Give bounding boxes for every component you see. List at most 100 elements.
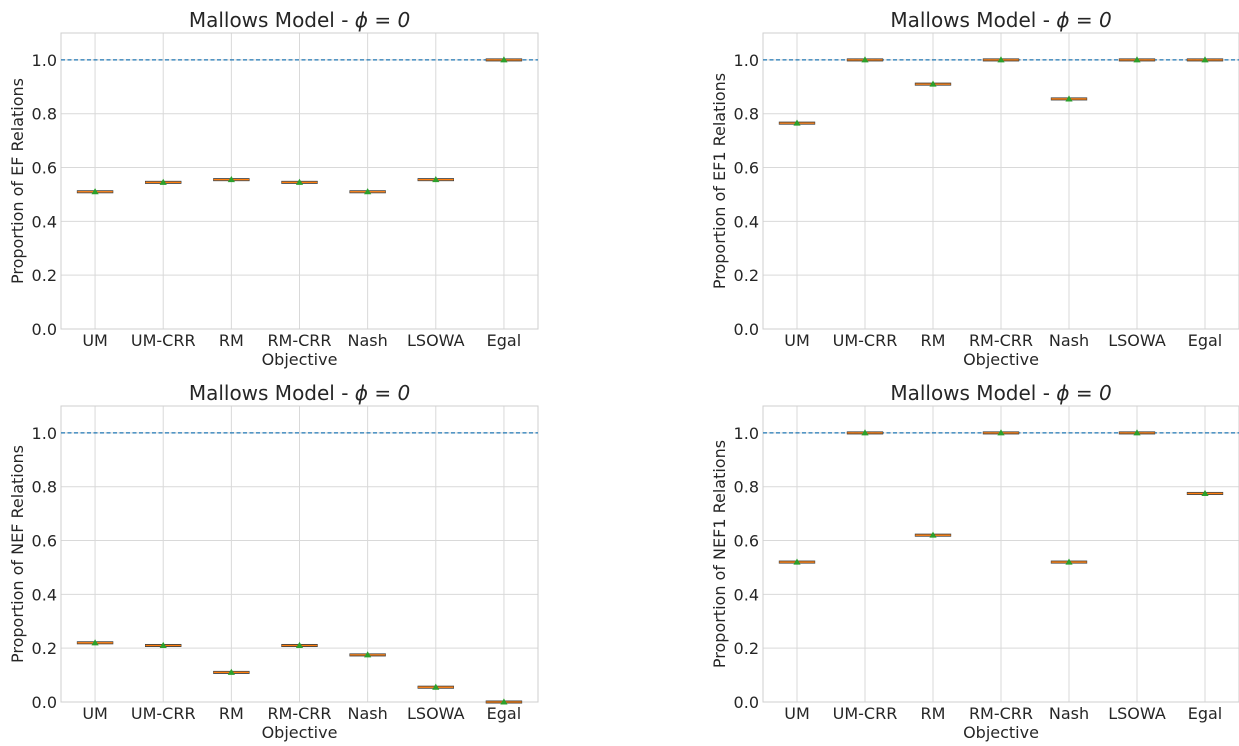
axes-frame: [762, 32, 1239, 330]
mean-marker: [227, 668, 235, 675]
chart-title-math: ϕ = 0: [1056, 8, 1111, 32]
axes-frame: [60, 32, 539, 330]
y-tick-label: 0.4: [734, 585, 759, 604]
x-axis-label: Objective: [963, 723, 1039, 742]
y-tick-label: 0.8: [32, 105, 57, 124]
x-tick-label: RM: [921, 331, 946, 350]
x-tick-label: Nash: [1049, 704, 1089, 723]
mean-marker: [861, 56, 869, 63]
chart-title: Mallows Model - ϕ = 0: [189, 381, 410, 405]
x-tick-label: RM-CRR: [267, 704, 331, 723]
mean-marker: [295, 641, 304, 649]
x-tick-label: LSOWA: [407, 704, 465, 723]
x-tick-label: RM: [219, 704, 244, 723]
y-tick-label: 0.6: [32, 159, 57, 178]
x-tick-label: UM: [82, 704, 108, 723]
x-tick-label: UM-CRR: [833, 331, 898, 350]
y-axis-label: Proportion of EF Relations: [8, 78, 27, 284]
x-tick-label: LSOWA: [1108, 331, 1166, 350]
x-tick-label: UM: [784, 704, 810, 723]
y-tick-label: 0.8: [734, 478, 759, 497]
x-tick-label: LSOWA: [407, 331, 465, 350]
mean-marker: [1201, 56, 1209, 63]
chart-title-prefix: Mallows Model -: [189, 8, 355, 32]
x-tick-label: Nash: [348, 331, 388, 350]
x-tick-label: Egal: [487, 331, 522, 350]
x-axis-label: Objective: [262, 723, 338, 742]
mean-marker: [295, 178, 304, 185]
x-axis-label: Objective: [262, 350, 338, 369]
mean-marker: [500, 56, 508, 63]
y-tick-label: 0.8: [32, 478, 57, 497]
mean-marker: [1133, 56, 1141, 63]
mean-marker: [929, 531, 937, 538]
x-tick-label: RM: [921, 704, 946, 723]
y-tick-label: 0.6: [734, 159, 759, 178]
mean-marker: [364, 188, 372, 195]
mean-marker: [1065, 558, 1073, 565]
mean-marker: [364, 651, 372, 658]
mean-marker: [91, 188, 99, 195]
chart-title-prefix: Mallows Model -: [890, 8, 1056, 32]
x-tick-label: UM-CRR: [833, 704, 898, 723]
y-tick-label: 0.8: [734, 105, 759, 124]
x-tick-label: LSOWA: [1108, 704, 1166, 723]
chart-title: Mallows Model - ϕ = 0: [890, 381, 1111, 405]
x-tick-label: UM-CRR: [131, 331, 196, 350]
y-tick-label: 1.0: [32, 51, 57, 70]
y-tick-label: 1.0: [32, 424, 57, 443]
mean-marker: [432, 176, 440, 183]
x-tick-label: Nash: [348, 704, 388, 723]
mean-marker: [432, 683, 440, 690]
mean-marker: [929, 80, 937, 87]
y-tick-label: 0.4: [734, 212, 759, 231]
mean-marker: [159, 178, 167, 185]
y-tick-label: 0.2: [32, 266, 57, 285]
y-tick-label: 0.0: [734, 693, 759, 712]
y-tick-label: 0.0: [32, 693, 57, 712]
y-tick-label: 0.0: [32, 320, 57, 339]
y-axis-label: Proportion of EF1 Relations: [710, 73, 729, 289]
x-tick-label: RM-CRR: [969, 331, 1033, 350]
x-tick-label: Egal: [487, 704, 522, 723]
mean-marker: [500, 698, 508, 705]
y-tick-label: 0.0: [734, 320, 759, 339]
x-tick-label: UM: [784, 331, 810, 350]
chart-title-math: ϕ = 0: [355, 381, 410, 405]
chart-4: 0.0 0.2 0.4 0.6 0.8 1.0 UM UM-CRR RM RM-CRR Nash LS…: [710, 381, 1239, 742]
mean-marker: [159, 641, 167, 649]
mean-marker: [1133, 429, 1141, 436]
axes-frame: [762, 405, 1239, 703]
mean-marker: [793, 119, 801, 126]
y-tick-label: 0.2: [734, 639, 759, 658]
y-tick-label: 0.6: [32, 532, 57, 551]
chart-title-prefix: Mallows Model -: [890, 381, 1056, 405]
chart-title-math: ϕ = 0: [355, 8, 410, 32]
chart-title-prefix: Mallows Model -: [189, 381, 355, 405]
mean-marker: [91, 639, 99, 646]
x-tick-label: Egal: [1188, 331, 1223, 350]
y-tick-label: 0.4: [32, 585, 57, 604]
mean-marker: [227, 176, 235, 183]
y-tick-label: 1.0: [734, 51, 759, 70]
x-tick-label: Egal: [1188, 704, 1223, 723]
y-tick-label: 0.2: [32, 639, 57, 658]
y-tick-label: 0.4: [32, 212, 57, 231]
chart-2: 0.0 0.2 0.4 0.6 0.8 1.0 UM UM-CRR RM RM-CRR Nash LS…: [710, 8, 1239, 369]
mean-marker: [861, 429, 869, 436]
x-tick-label: UM: [82, 331, 108, 350]
chart-title: Mallows Model - ϕ = 0: [189, 8, 410, 32]
x-tick-label: Nash: [1049, 331, 1089, 350]
chart-title-math: ϕ = 0: [1056, 381, 1111, 405]
y-tick-label: 0.6: [734, 532, 759, 551]
chart-1: 0.0 0.2 0.4 0.6 0.8 1.0 UM UM-CRR RM RM-CRR Nash LS…: [8, 8, 539, 369]
x-axis-label: Objective: [963, 350, 1039, 369]
axes-frame: [60, 405, 539, 703]
x-tick-label: RM-CRR: [969, 704, 1033, 723]
y-tick-label: 1.0: [734, 424, 759, 443]
mean-marker: [793, 558, 801, 565]
mean-marker: [1065, 95, 1073, 102]
x-tick-label: UM-CRR: [131, 704, 196, 723]
